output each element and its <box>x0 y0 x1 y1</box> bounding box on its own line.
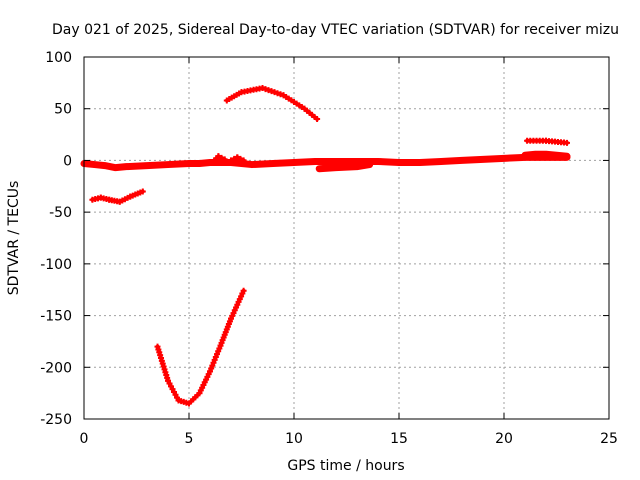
data-point-marker <box>218 154 225 161</box>
data-point-marker <box>314 116 321 123</box>
series-7 <box>223 85 321 123</box>
x-tick-labels: 0 5 10 15 20 25 <box>80 431 618 447</box>
data-point-marker <box>228 157 234 164</box>
axes <box>83 56 610 420</box>
series-8 <box>154 287 247 407</box>
data-series <box>80 85 571 407</box>
series-3 <box>228 154 247 164</box>
data-point-marker <box>231 155 238 162</box>
chart-title: Day 021 of 2025, Sidereal Day-to-day VTE… <box>52 22 619 38</box>
x-axis-label: GPS time / hours <box>287 458 404 474</box>
series-markers <box>228 154 247 164</box>
x-tick-label: 5 <box>185 431 194 447</box>
y-tick-label: 50 <box>54 102 72 118</box>
x-tick-label: 20 <box>495 431 513 447</box>
data-point-marker <box>215 153 222 160</box>
data-point-marker <box>366 161 373 168</box>
y-tick-label: -100 <box>40 257 72 273</box>
series-markers <box>316 161 373 172</box>
series-6 <box>89 188 146 205</box>
x-tick-label: 15 <box>390 431 408 447</box>
data-point-marker <box>139 188 146 195</box>
series-markers <box>223 85 321 123</box>
grid-lines <box>84 57 609 419</box>
series-markers <box>209 153 228 166</box>
y-tick-label: -150 <box>40 309 72 325</box>
y-axis-label: SDTVAR / TECUs <box>6 181 22 296</box>
data-point-marker <box>237 155 244 162</box>
data-point-marker <box>234 154 241 161</box>
y-tick-label: -250 <box>40 412 72 428</box>
data-point-marker <box>564 153 570 160</box>
y-tick-labels: -250 -200 -150 -100 -50 0 50 100 <box>40 50 72 428</box>
data-point-marker <box>221 156 228 163</box>
y-tick-label: 0 <box>63 153 72 169</box>
y-tick-label: 100 <box>45 50 72 66</box>
series-markers <box>81 154 570 171</box>
data-point-marker <box>240 157 247 164</box>
data-point-marker <box>564 139 570 146</box>
series-1 <box>315 161 374 173</box>
y-tick-label: -50 <box>49 205 72 221</box>
series-2 <box>209 153 228 166</box>
plot-frame <box>83 56 610 420</box>
x-tick-label: 10 <box>285 431 303 447</box>
x-tick-label: 0 <box>80 431 89 447</box>
series-markers <box>89 188 146 205</box>
series-5 <box>524 137 570 146</box>
series-markers <box>522 151 570 160</box>
series-4 <box>521 150 571 160</box>
data-point-marker <box>240 287 247 294</box>
y-tick-label: -200 <box>40 360 72 376</box>
series-markers <box>154 287 247 407</box>
series-markers <box>524 137 570 146</box>
series-0 <box>80 153 571 172</box>
x-tick-label: 25 <box>600 431 618 447</box>
